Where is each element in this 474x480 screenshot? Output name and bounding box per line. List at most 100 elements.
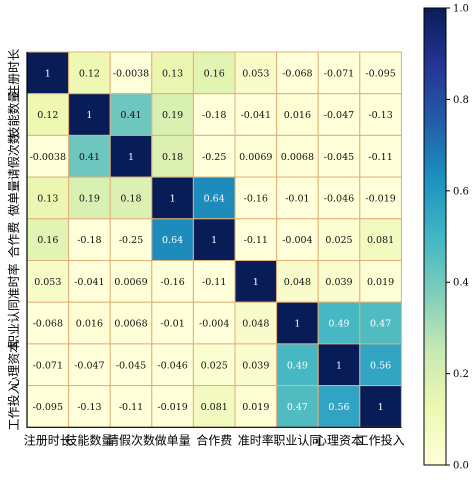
heatmap-cell-6-0	[26, 301, 70, 345]
colorbar-tick-label-3: 0.6	[453, 186, 469, 197]
y-tick-label-6: 职业认同	[7, 299, 21, 347]
cell-value-label-4-0: 0.16	[37, 235, 58, 246]
cell-value-label-1-2: 0.41	[120, 110, 141, 121]
heatmap-cell-7-2	[109, 343, 153, 387]
x-tick-label-7: 心理资本	[315, 433, 363, 447]
x-tick-label-5: 准时率	[238, 432, 274, 447]
cell-value-label-4-7: 0.025	[325, 235, 352, 246]
x-tick-label-6: 职业认同	[273, 433, 321, 447]
cell-value-label-7-7: 1	[336, 360, 342, 371]
heatmap-cell-5-2	[109, 260, 153, 303]
cell-value-label-8-4: 0.081	[201, 402, 228, 413]
cell-value-label-4-1: -0.18	[77, 235, 101, 246]
heatmap-cell-6-4	[192, 301, 236, 345]
heatmap-cell-3-0	[26, 176, 70, 220]
cell-value-label-0-3: 0.13	[162, 68, 183, 79]
cell-value-label-3-5: -0.16	[244, 193, 268, 204]
cell-value-label-3-7: -0.046	[324, 193, 354, 204]
cell-value-label-8-6: 0.47	[287, 402, 308, 413]
cell-value-label-0-1: 0.12	[79, 68, 100, 79]
heatmap-cell-4-6	[276, 218, 319, 262]
heatmap-cell-1-2	[109, 93, 153, 136]
x-tick-label-4: 合作费	[196, 432, 232, 447]
heatmap-cell-1-4	[192, 93, 236, 136]
cell-value-label-5-4: -0.11	[202, 277, 226, 288]
cell-value-label-4-5: -0.11	[244, 235, 268, 246]
heatmap-cell-1-7	[317, 93, 361, 136]
cell-value-label-2-0: -0.0038	[30, 152, 66, 163]
cell-value-label-5-0: 0.053	[34, 277, 61, 288]
heatmap-cell-5-5	[234, 260, 278, 303]
heatmap-cell-3-1	[68, 176, 111, 220]
cell-value-label-0-4: 0.16	[204, 68, 225, 79]
cell-value-label-3-4: 0.64	[204, 193, 225, 204]
heatmap-cell-1-8	[359, 93, 402, 136]
cell-value-label-0-7: -0.071	[324, 68, 354, 79]
heatmap-cell-3-3	[151, 176, 194, 220]
cell-value-label-0-5: 0.053	[242, 68, 269, 79]
heatmap-cell-8-4	[192, 385, 236, 428]
y-tick-label-4: 合作费	[6, 222, 21, 258]
y-tick-label-5: 准时率	[6, 263, 21, 299]
x-tick-label-0: 注册时长	[24, 432, 72, 447]
cell-value-label-6-4: -0.004	[199, 319, 229, 330]
colorbar-tick-label-4: 0.8	[453, 95, 469, 106]
cell-value-label-6-1: 0.016	[76, 319, 103, 330]
cell-value-label-2-2: 1	[128, 152, 134, 163]
cell-value-label-8-0: -0.095	[33, 402, 63, 413]
heatmap-cell-2-0	[26, 134, 70, 178]
cell-value-label-4-2: -0.25	[119, 235, 143, 246]
x-tick-label-8: 工作投入	[357, 432, 405, 447]
y-tick-label-0: 注册时长	[6, 49, 21, 97]
cell-value-label-0-0: 1	[45, 68, 51, 79]
heatmap-cell-7-6	[276, 343, 319, 387]
cell-value-label-7-0: -0.071	[33, 360, 63, 371]
cell-value-label-3-6: -0.01	[285, 193, 309, 204]
heatmap-cell-8-8	[359, 385, 402, 428]
cell-value-label-8-8: 1	[378, 402, 384, 413]
cell-value-label-8-3: -0.019	[157, 402, 187, 413]
heatmap-cell-8-1	[68, 385, 111, 428]
heatmap-cell-7-4	[192, 343, 236, 387]
y-tick-label-2: 请假次数	[6, 132, 21, 180]
cell-value-label-7-4: 0.025	[201, 360, 228, 371]
heatmap-cell-5-8	[359, 260, 402, 303]
cell-value-label-2-1: 0.41	[79, 152, 100, 163]
heatmap-cell-1-6	[276, 93, 319, 136]
cell-value-label-6-5: 0.048	[242, 319, 269, 330]
heatmap-cell-2-1	[68, 134, 111, 178]
heatmap-cell-4-3	[151, 218, 194, 262]
cell-value-label-2-5: 0.0069	[239, 152, 272, 163]
colorbar-tick-label-2: 0.4	[453, 278, 469, 289]
cell-value-label-1-7: -0.047	[324, 110, 354, 121]
heatmap-cell-7-0	[26, 343, 70, 387]
cell-value-label-1-0: 0.12	[37, 110, 58, 121]
heatmap-cell-2-8	[359, 134, 402, 178]
heatmap-cell-5-7	[317, 260, 361, 303]
heatmap-cell-8-6	[276, 385, 319, 428]
cell-value-label-3-3: 1	[170, 193, 176, 204]
cell-value-label-4-6: -0.004	[282, 235, 312, 246]
colorbar-tick-label-5: 1.0	[453, 4, 469, 15]
cell-value-label-2-8: -0.11	[368, 152, 392, 163]
cell-value-label-7-8: 0.56	[370, 360, 391, 371]
x-tick-label-1: 技能数量	[65, 432, 113, 447]
heatmap-cell-6-6	[276, 301, 319, 345]
heatmap-cell-0-7	[317, 51, 361, 95]
cell-value-label-8-5: 0.019	[242, 402, 269, 413]
heatmap-cell-4-0	[26, 218, 70, 262]
cell-value-label-0-8: -0.095	[365, 68, 395, 79]
cell-value-label-4-3: 0.64	[162, 235, 183, 246]
cell-value-label-0-2: -0.0038	[113, 68, 149, 79]
heatmap-cell-5-4	[192, 260, 236, 303]
heatmap-cell-5-3	[151, 260, 194, 303]
heatmap-cell-5-0	[26, 260, 70, 303]
cell-value-label-3-1: 0.19	[79, 193, 100, 204]
cell-value-label-5-2: 0.0069	[114, 277, 147, 288]
cell-value-label-5-6: 0.048	[284, 277, 311, 288]
cell-value-label-4-4: 1	[211, 235, 217, 246]
heatmap-cell-7-8	[359, 343, 402, 387]
heatmap-cell-8-0	[26, 385, 70, 428]
cell-value-label-1-3: 0.19	[162, 110, 183, 121]
cell-value-label-1-4: -0.18	[202, 110, 226, 121]
